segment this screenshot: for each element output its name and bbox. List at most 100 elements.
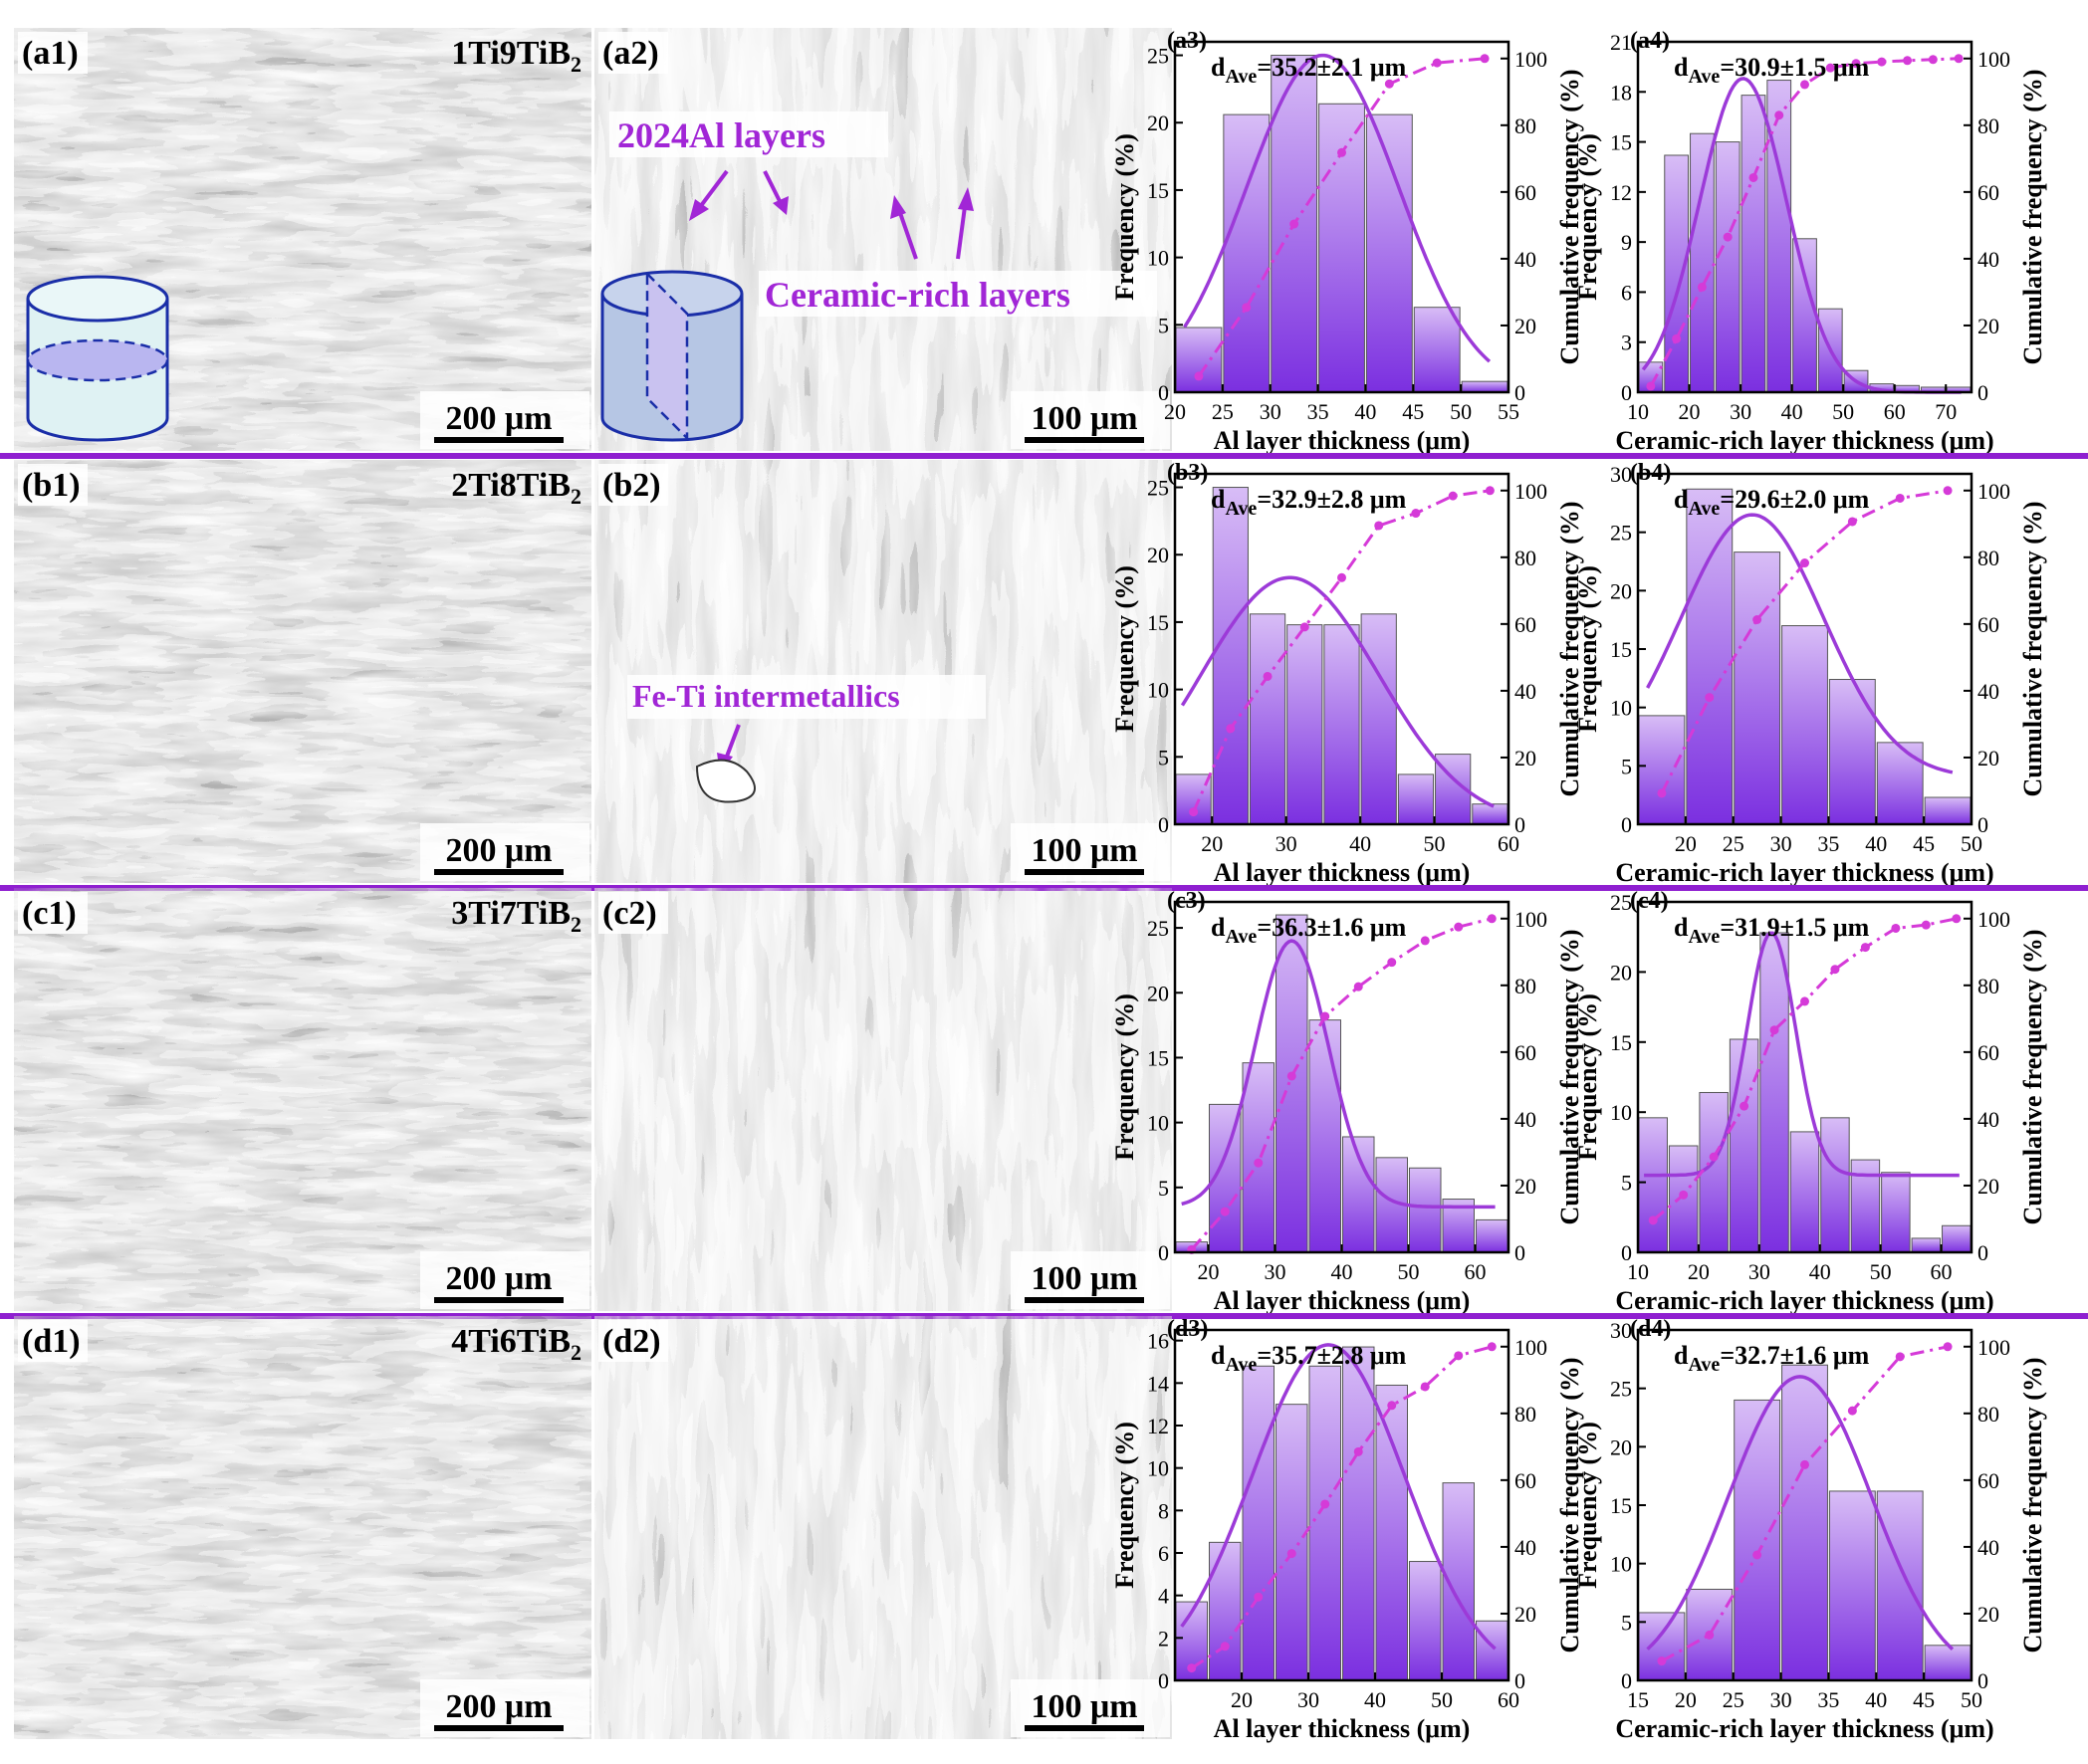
annotation-2024al-layers: 2024Al layers bbox=[609, 111, 888, 221]
cumulative-point bbox=[1286, 1071, 1296, 1081]
cumulative-point bbox=[1774, 110, 1784, 120]
y2-axis-label: Cumulative frequency (%) bbox=[1555, 929, 1584, 1224]
y-tick-label: 0 bbox=[1621, 1668, 1632, 1693]
sample-name: 1Ti9TiB2 bbox=[451, 35, 581, 77]
avg-value: =35.7±2.8 μm bbox=[1257, 1341, 1406, 1370]
cumulative-point bbox=[1454, 1351, 1464, 1361]
histogram-bar bbox=[1342, 1346, 1375, 1681]
y-tick-label: 5 bbox=[1158, 1176, 1169, 1201]
y2-axis-label: Cumulative frequency (%) bbox=[2018, 69, 2047, 364]
x-tick-label: 20 bbox=[1201, 831, 1223, 856]
x-tick-label: 70 bbox=[1935, 399, 1957, 424]
y2-tick-label: 100 bbox=[1514, 1335, 1547, 1360]
y-tick-label: 5 bbox=[1621, 1171, 1632, 1196]
chart-panel-label: (d4) bbox=[1630, 1316, 1671, 1342]
chart-panel-label: (b4) bbox=[1630, 460, 1671, 486]
y2-axis-label: Cumulative frequency (%) bbox=[2018, 501, 2047, 796]
y-tick-label: 5 bbox=[1158, 745, 1169, 770]
y-tick-label: 10 bbox=[1147, 246, 1169, 271]
cumulative-point bbox=[1752, 1550, 1762, 1560]
cumulative-point bbox=[1320, 1011, 1330, 1021]
cumulative-point bbox=[1752, 614, 1762, 624]
panel-label: (b2) bbox=[602, 467, 661, 504]
normal-fit-curve bbox=[1181, 939, 1496, 1210]
cumulative-point bbox=[1705, 693, 1715, 703]
y2-tick-label: 20 bbox=[1977, 314, 1999, 338]
y-tick-label: 15 bbox=[1610, 637, 1632, 662]
annotation-label: Fe-Ti intermetallics bbox=[632, 678, 900, 714]
y2-tick-label: 60 bbox=[1977, 1040, 1999, 1065]
y-axis-label: Frequency (%) bbox=[1573, 993, 1602, 1161]
average-thickness-label: dAve=35.2±2.1 μm bbox=[1211, 53, 1407, 88]
y2-tick-label: 60 bbox=[1514, 1040, 1536, 1065]
avg-prefix: d bbox=[1674, 485, 1689, 514]
histogram-bar bbox=[1360, 613, 1397, 825]
scale-bar-label: 100 μm bbox=[1031, 1688, 1137, 1725]
y2-tick-label: 0 bbox=[1514, 812, 1525, 837]
y-tick-label: 5 bbox=[1621, 754, 1632, 778]
y2-tick-label: 40 bbox=[1514, 1107, 1536, 1132]
scale-bar bbox=[1025, 869, 1144, 875]
cumulative-point bbox=[1411, 509, 1421, 519]
x-tick-label: 10 bbox=[1627, 399, 1649, 424]
y2-tick-label: 100 bbox=[1977, 479, 2010, 504]
x-tick-label: 50 bbox=[1961, 1687, 1982, 1712]
sample-name: 3Ti7TiB2 bbox=[451, 895, 581, 937]
intermetallic-particle bbox=[695, 759, 756, 803]
histogram-bar bbox=[1409, 1167, 1442, 1253]
histogram-bar bbox=[1175, 327, 1223, 393]
y-axis-label: Frequency (%) bbox=[1573, 133, 1602, 301]
y-tick-label: 20 bbox=[1610, 578, 1632, 603]
cumulative-point bbox=[1189, 807, 1199, 817]
y2-tick-label: 80 bbox=[1514, 546, 1536, 570]
chart-d4: 15 20 25 30 35 40 45 50051015202530020406080100… bbox=[1573, 1316, 2047, 1743]
x-axis-label: Al layer thickness (μm) bbox=[1214, 1714, 1471, 1743]
y-tick-label: 25 bbox=[1610, 1377, 1632, 1402]
scale-bar bbox=[1025, 1725, 1144, 1731]
cumulative-point bbox=[1769, 1025, 1779, 1035]
sample-name-subscript: 2 bbox=[571, 1340, 581, 1365]
y-axis-label: Frequency (%) bbox=[1110, 1422, 1139, 1589]
panel-label: (b1) bbox=[22, 467, 81, 504]
histogram-bar bbox=[1766, 80, 1792, 393]
normal-fit-curve bbox=[1644, 931, 1960, 1178]
x-tick-label: 60 bbox=[1498, 831, 1519, 856]
x-tick-label: 30 bbox=[1748, 1259, 1770, 1284]
histogram-bar bbox=[1876, 1490, 1924, 1681]
y-tick-label: 15 bbox=[1147, 1045, 1169, 1070]
scale-bar bbox=[1025, 437, 1144, 443]
y2-tick-label: 0 bbox=[1514, 1240, 1525, 1265]
sample-name-subscript: 2 bbox=[571, 484, 581, 509]
cumulative-curve bbox=[1190, 917, 1493, 1251]
y-tick-label: 6 bbox=[1158, 1541, 1169, 1566]
x-tick-label: 30 bbox=[1730, 399, 1751, 424]
average-thickness-label: dAve=29.6±2.0 μm bbox=[1674, 485, 1870, 520]
panel-label: (c2) bbox=[602, 895, 657, 932]
cumulative-point bbox=[1895, 1352, 1905, 1362]
x-tick-label: 35 bbox=[1817, 1687, 1839, 1712]
scale-bar bbox=[1025, 1297, 1144, 1303]
arrow bbox=[896, 206, 918, 260]
x-tick-label: 50 bbox=[1398, 1259, 1420, 1284]
cumulative-point bbox=[1860, 943, 1870, 953]
x-tick-label: 50 bbox=[1832, 399, 1854, 424]
scale-bar-label: 200 μm bbox=[445, 1260, 552, 1297]
label-background bbox=[18, 32, 88, 74]
y2-tick-label: 0 bbox=[1977, 1240, 1988, 1265]
avg-prefix: d bbox=[1211, 53, 1226, 82]
cumulative-point bbox=[1943, 1342, 1953, 1352]
cumulative-point bbox=[1877, 57, 1887, 67]
row-b: (b1) 200 μm (b2) 100 μm 2Ti8TiB2 Fe-Ti interm… bbox=[14, 460, 2047, 887]
y2-tick-label: 80 bbox=[1514, 113, 1536, 138]
histogram-bar bbox=[1397, 773, 1435, 825]
histogram-bar bbox=[1318, 103, 1365, 393]
avg-prefix: d bbox=[1211, 1341, 1226, 1370]
y-tick-label: 0 bbox=[1621, 1240, 1632, 1265]
sample-name-subscript: 2 bbox=[571, 52, 581, 77]
y2-tick-label: 0 bbox=[1514, 1668, 1525, 1693]
y-tick-label: 25 bbox=[1147, 44, 1169, 69]
histogram-bar bbox=[1690, 132, 1715, 393]
normal-fit-curve bbox=[1183, 53, 1492, 363]
x-axis-label: Ceramic-rich layer thickness (μm) bbox=[1615, 1286, 1993, 1315]
